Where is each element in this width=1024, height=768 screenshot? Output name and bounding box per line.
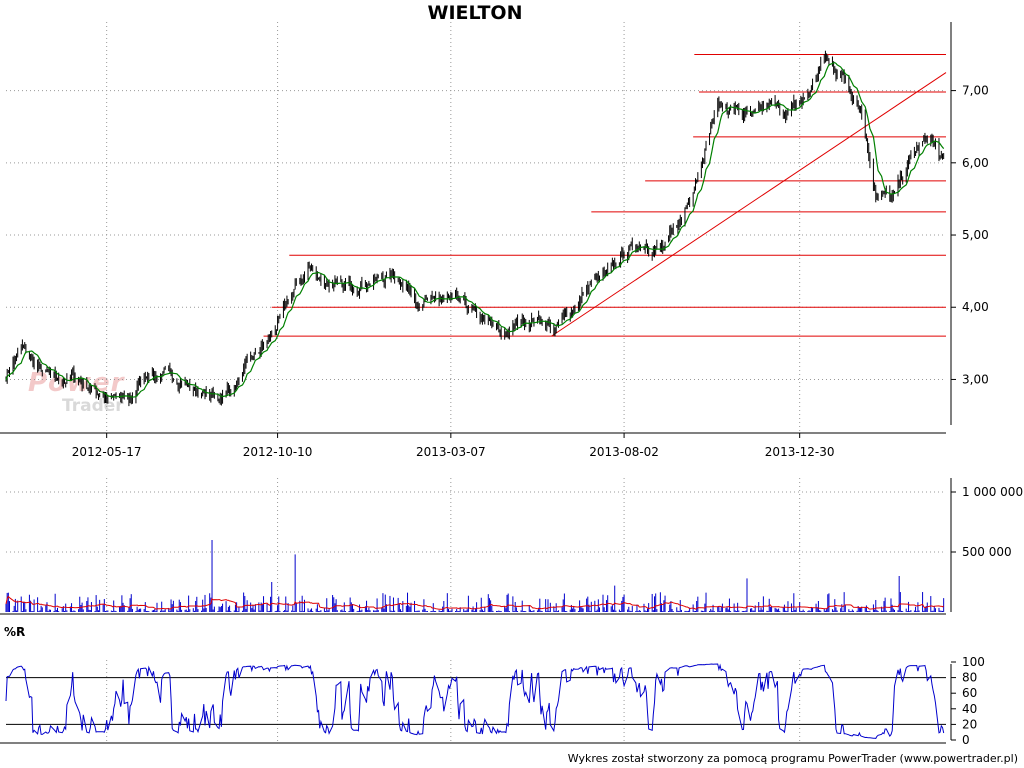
- watermark-power: Power: [28, 368, 125, 398]
- trend-line: [551, 72, 947, 337]
- wr-tick-label: 0: [962, 733, 970, 747]
- volume-tick-label: 1 000 000: [962, 485, 1023, 499]
- wr-tick-label: 20: [962, 717, 977, 731]
- y-tick-label: 3,00: [962, 372, 989, 386]
- volume-average-line: [5, 595, 945, 610]
- y-tick-label: 7,00: [962, 84, 989, 98]
- wr-tick-label: 60: [962, 686, 977, 700]
- y-tick-label: 5,00: [962, 228, 989, 242]
- footer-credit: Wykres został stworzony za pomocą progra…: [567, 752, 1018, 765]
- chart-title: WIELTON: [427, 2, 523, 24]
- wr-line: [5, 663, 945, 739]
- wr-tick-label: 100: [962, 655, 985, 669]
- moving-average-line: [5, 62, 945, 398]
- x-tick-label: 2012-05-17: [72, 445, 142, 459]
- x-tick-label: 2013-03-07: [416, 445, 486, 459]
- wr-tick-label: 80: [962, 671, 977, 685]
- y-tick-label: 4,00: [962, 300, 989, 314]
- x-tick-label: 2013-12-30: [765, 445, 835, 459]
- volume-tick-label: 500 000: [962, 545, 1012, 559]
- y-tick-label: 6,00: [962, 156, 989, 170]
- indicator-label: %R: [4, 625, 26, 639]
- wr-tick-label: 40: [962, 702, 977, 716]
- x-tick-label: 2012-10-10: [243, 445, 313, 459]
- x-tick-label: 2013-08-02: [589, 445, 659, 459]
